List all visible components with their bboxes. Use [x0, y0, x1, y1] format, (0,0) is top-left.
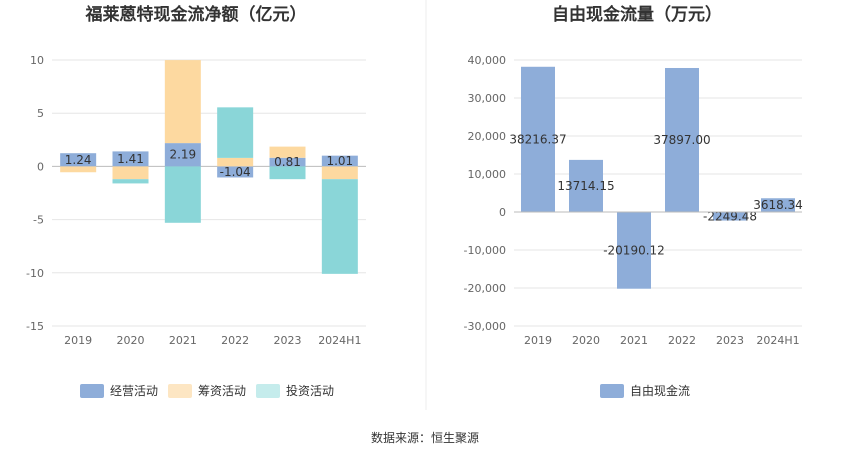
right-chart-title: 自由现金流量（万元） — [552, 4, 722, 25]
bar-operating-2019 — [60, 153, 97, 167]
bar-fcf-2019 — [521, 66, 555, 212]
bar-investing-2024H1 — [321, 179, 358, 274]
left-y-tick: 0 — [37, 160, 44, 173]
right-y-tick: 30,000 — [468, 92, 507, 105]
bar-financing-2024H1 — [321, 166, 358, 180]
data-label-operating: 1.41 — [117, 152, 144, 166]
left-legend: 经营活动 筹资活动 投资活动 — [80, 383, 334, 398]
right-y-tick: -10,000 — [464, 244, 506, 257]
left-x-tick: 2021 — [169, 334, 197, 347]
left-x-tick: 2023 — [274, 334, 302, 347]
bar-fcf-2023 — [713, 212, 747, 221]
data-label-fcf: 3618.34 — [753, 198, 803, 212]
right-x-tick: 2020 — [572, 334, 600, 347]
legend-swatch-fcf — [600, 384, 624, 398]
source-note: 数据来源：恒生聚源 — [371, 430, 479, 445]
bar-investing-2022 — [217, 107, 254, 158]
legend-label-fcf: 自由现金流 — [630, 383, 690, 398]
right-y-tick: 40,000 — [468, 54, 507, 67]
legend-label-investing: 投资活动 — [286, 383, 334, 398]
left-x-tick: 2020 — [117, 334, 145, 347]
right-y-tick: 0 — [499, 206, 506, 219]
legend-label-financing: 筹资活动 — [198, 384, 246, 398]
legend-swatch-financing — [168, 384, 192, 398]
data-label-operating: 1.01 — [326, 154, 353, 168]
right-x-tick: 2023 — [716, 334, 744, 347]
data-label-operating: 1.24 — [65, 153, 92, 167]
right-x-tick: 2021 — [620, 334, 648, 347]
right-y-tick: 10,000 — [468, 168, 507, 181]
right-x-tick: 2024H1 — [756, 334, 799, 347]
data-label-fcf: 13714.15 — [557, 179, 614, 193]
left-x-tick: 2022 — [221, 334, 249, 347]
left-y-tick: -5 — [33, 214, 44, 227]
bar-fcf-2022 — [665, 67, 699, 213]
bar-financing-2019 — [60, 166, 97, 173]
right-y-tick: -30,000 — [464, 320, 506, 333]
bar-financing-2023 — [269, 146, 306, 158]
left-y-tick: 5 — [37, 107, 44, 120]
legend-label-operating: 经营活动 — [110, 384, 158, 398]
data-label-operating: -1.04 — [220, 165, 251, 179]
right-chart: 40,000 30,000 20,000 10,000 0 -10,000 -20,000 -… — [464, 54, 803, 347]
bar-financing-2022 — [217, 157, 254, 167]
left-chart-title: 福莱蒽特现金流净额（亿元） — [85, 4, 307, 25]
data-label-fcf: -20190.12 — [603, 243, 665, 257]
left-y-tick: -15 — [26, 320, 44, 333]
legend-swatch-operating — [80, 384, 104, 398]
bar-financing-2021 — [164, 60, 201, 144]
right-x-tick: 2019 — [524, 334, 552, 347]
bar-investing-2023 — [269, 166, 306, 180]
bar-investing-2021 — [164, 166, 201, 223]
data-label-fcf: 37897.00 — [653, 133, 710, 147]
bar-operating-2021 — [164, 143, 201, 167]
bar-operating-2024H1 — [321, 155, 358, 167]
left-chart: 10 5 0 -5 -10 -15 2019 2020 2021 2022 2023 2024H1 1.… — [26, 54, 366, 347]
data-label-fcf: 38216.37 — [509, 132, 566, 146]
right-y-tick: 20,000 — [468, 130, 507, 143]
right-y-tick: -20,000 — [464, 282, 506, 295]
bar-fcf-2024H1 — [761, 198, 795, 212]
right-x-tick: 2022 — [668, 334, 696, 347]
bar-fcf-2020 — [569, 159, 603, 212]
left-x-tick: 2024H1 — [318, 334, 361, 347]
bar-financing-2020 — [112, 166, 149, 180]
left-y-tick: -10 — [26, 267, 44, 280]
bar-operating-2020 — [112, 151, 149, 167]
data-label-operating: 2.19 — [169, 148, 196, 162]
left-y-tick: 10 — [30, 54, 44, 67]
legend-swatch-investing — [256, 384, 280, 398]
bar-investing-2020 — [112, 179, 149, 184]
bar-fcf-2021 — [617, 212, 651, 289]
data-label-operating: 0.81 — [274, 155, 301, 169]
left-x-tick: 2019 — [64, 334, 92, 347]
right-legend: 自由现金流 — [600, 383, 690, 398]
bar-operating-2023 — [269, 157, 306, 167]
data-label-fcf: -2249.48 — [703, 209, 757, 223]
bar-operating-2022 — [217, 166, 254, 178]
